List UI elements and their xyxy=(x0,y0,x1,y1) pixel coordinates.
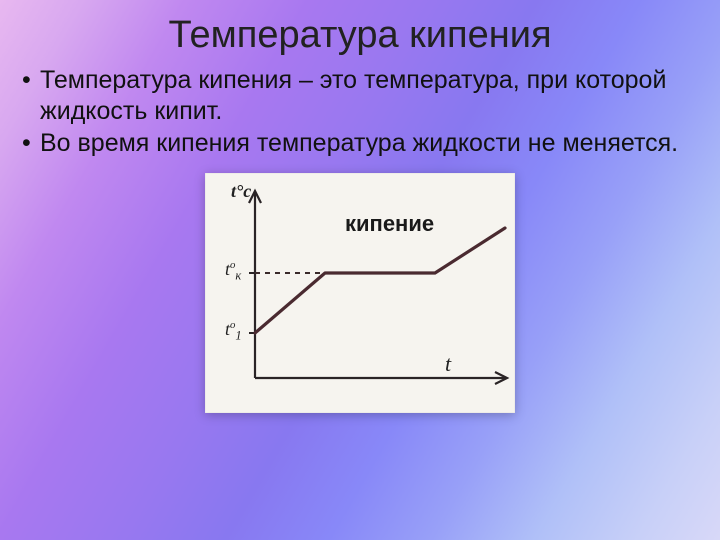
tk-label: toк xyxy=(225,259,241,284)
chart-svg xyxy=(205,173,515,413)
x-axis-label: t xyxy=(445,351,451,377)
boiling-label: кипение xyxy=(345,211,434,237)
list-item: Во время кипения температура жидкости не… xyxy=(22,128,698,159)
t1-label: to1 xyxy=(225,319,242,344)
temperature-curve xyxy=(255,228,505,333)
page-title: Температура кипения xyxy=(0,0,720,57)
bullet-list: Температура кипения – это температура, п… xyxy=(22,65,698,159)
content-area: Температура кипения – это температура, п… xyxy=(0,57,720,413)
list-item: Температура кипения – это температура, п… xyxy=(22,65,698,126)
y-axis-label: t°c xyxy=(231,181,251,202)
boiling-chart: t°c t toк to1 кипение xyxy=(205,173,515,413)
